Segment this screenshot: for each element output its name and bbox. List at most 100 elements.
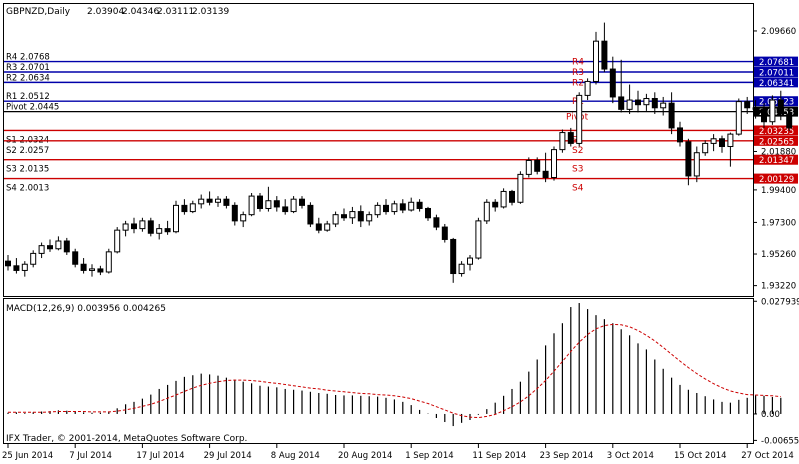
candle-body-bear — [509, 190, 515, 203]
candle-body-bear — [492, 201, 499, 208]
candle — [744, 96, 751, 114]
candle — [542, 152, 549, 183]
candle — [719, 135, 725, 153]
candle-body-bull — [139, 220, 146, 230]
candle — [769, 95, 776, 125]
candle-body-bear — [181, 204, 188, 213]
candle — [559, 129, 566, 153]
macd-tick-label: -0.006553 — [761, 436, 799, 446]
candle — [509, 189, 515, 206]
candle-body-bear — [635, 99, 641, 106]
date-tick-label: 27 Oct 2014 — [741, 451, 794, 461]
pivot-name-r2: R2 — [572, 78, 584, 88]
candle-body-bull — [408, 201, 415, 211]
candle-body-bull — [189, 203, 196, 213]
candle — [105, 248, 112, 274]
candle-body-bull — [458, 263, 465, 275]
ohlc-low: 2.03111 — [157, 7, 194, 17]
candle — [282, 199, 289, 215]
candle — [173, 200, 179, 234]
candle-body-bear — [677, 127, 683, 143]
candle-body-bear — [341, 214, 347, 219]
candle-body-bull — [30, 252, 37, 265]
candle-body-bear — [651, 97, 658, 109]
candle — [383, 199, 389, 215]
candle-body-bear — [164, 228, 171, 233]
pivot-value-box-s2 — [754, 135, 798, 146]
candle-body-bear — [357, 211, 364, 222]
pivot-value-label-r2: 2.06341 — [759, 79, 794, 89]
candle — [273, 196, 280, 212]
candle — [30, 250, 37, 268]
pivot-levels: R4 2.0768 R4 2.07681 R3 2.0701 R3 2.07011 R2 2… — [4, 53, 798, 194]
candle-body-bull — [349, 211, 356, 219]
candle — [215, 196, 221, 207]
candle-body-bull — [114, 229, 121, 253]
candle — [551, 146, 557, 181]
candle — [164, 220, 171, 235]
candle — [668, 92, 675, 135]
candle-body-bear — [441, 226, 448, 240]
candle — [525, 157, 532, 178]
candle-body-bull — [366, 214, 373, 222]
candle — [467, 254, 473, 271]
candle-body-bear — [257, 195, 263, 209]
pivot-value-box-r1 — [754, 96, 798, 107]
candle-body-bear — [13, 265, 20, 271]
candle-body-bull — [500, 190, 507, 208]
candle-body-bear — [425, 207, 431, 219]
date-tick-label: 1 Sep 2014 — [405, 451, 453, 461]
candle — [265, 186, 272, 212]
candle — [441, 223, 448, 243]
candle — [618, 59, 625, 113]
date-tick-label: 23 Sep 2014 — [540, 451, 594, 461]
candle-body-bull — [105, 251, 112, 273]
candle-body-bear — [668, 102, 675, 129]
pivot-left-label-s2: S2 2.0257 — [6, 146, 49, 156]
candle — [198, 194, 205, 209]
candle-body-bear — [97, 268, 104, 273]
macd-signal-line — [8, 323, 781, 419]
candle — [450, 237, 457, 283]
pivot-left-label-r1: R1 2.0512 — [6, 92, 50, 102]
candle — [156, 223, 163, 240]
candle — [139, 217, 146, 232]
date-tick-label: 8 Aug 2014 — [271, 451, 320, 461]
main-panel-frame — [3, 3, 754, 297]
candle — [777, 90, 784, 121]
candle — [5, 254, 11, 271]
date-tick-label: 17 Jul 2014 — [136, 451, 184, 461]
candle — [248, 192, 255, 217]
candle-body-bull — [525, 159, 532, 175]
candle — [147, 217, 154, 237]
pivot-value-label-s2: 2.02565 — [759, 137, 794, 147]
date-tick-label: 29 Jul 2014 — [204, 451, 252, 461]
candle — [693, 146, 700, 183]
candle — [643, 93, 650, 111]
candle — [97, 265, 104, 276]
candle-body-bull — [122, 223, 129, 231]
candle — [752, 100, 759, 119]
candle — [21, 261, 28, 277]
candle-body-bull — [710, 138, 717, 144]
candle-body-bull — [517, 173, 524, 203]
candle-body-bear — [786, 113, 793, 129]
pivot-value-label-s1: 2.03235 — [759, 127, 794, 137]
pivot-name-s2: S2 — [572, 146, 583, 156]
candle-body-bear — [777, 99, 784, 115]
candle — [710, 134, 717, 152]
candle — [391, 200, 398, 215]
candle-body-bear — [273, 200, 280, 208]
candle-body-bull — [324, 223, 331, 231]
candle — [761, 103, 767, 128]
candle-body-bear — [147, 220, 154, 234]
candle-body-bear — [542, 170, 549, 178]
candle — [576, 92, 583, 147]
macd-panel-frame — [3, 298, 754, 444]
candle — [63, 237, 70, 255]
chart-title: GBPNZD,Daily — [6, 7, 71, 17]
date-tick-label: 11 Sep 2014 — [472, 451, 526, 461]
candle — [651, 92, 658, 114]
candle-body-bear — [47, 245, 53, 250]
